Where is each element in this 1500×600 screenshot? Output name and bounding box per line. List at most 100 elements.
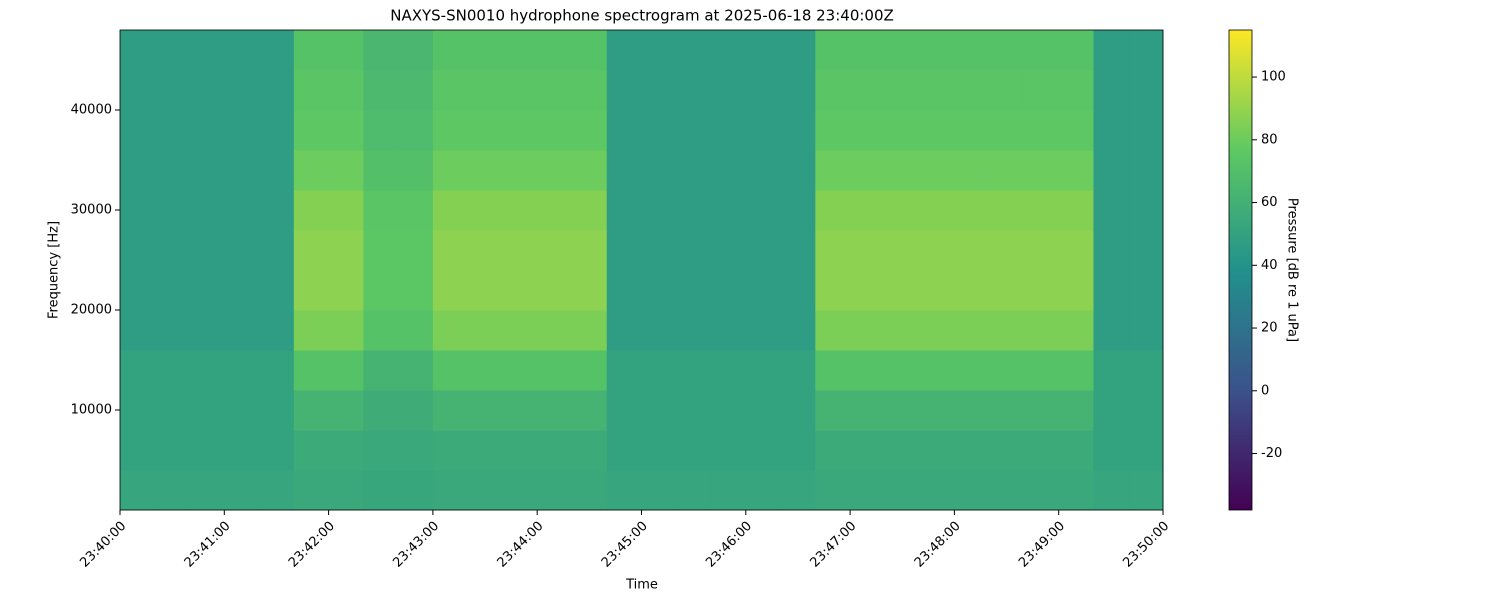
cell — [328, 310, 364, 351]
cell — [1023, 270, 1060, 311]
cell — [641, 270, 677, 311]
cell — [641, 350, 677, 391]
cell — [259, 70, 295, 111]
cell — [154, 150, 191, 191]
cell — [398, 270, 434, 311]
cell — [398, 110, 434, 151]
cell — [189, 150, 225, 191]
cell — [1093, 70, 1129, 111]
cell — [1023, 390, 1060, 431]
cell — [1128, 70, 1164, 111]
cell — [1023, 110, 1060, 151]
cell — [293, 230, 330, 271]
cell — [1128, 390, 1164, 431]
cell — [432, 30, 469, 71]
cell — [328, 230, 364, 271]
cell — [328, 270, 364, 311]
cell — [1128, 110, 1164, 151]
cell — [363, 270, 399, 311]
cell — [224, 270, 260, 311]
cell — [571, 270, 608, 311]
cell — [884, 150, 921, 191]
cell — [954, 270, 990, 311]
cell — [502, 150, 538, 191]
cell — [850, 310, 886, 351]
cell — [1093, 110, 1129, 151]
cell — [154, 470, 191, 511]
cell — [293, 270, 330, 311]
cell — [711, 390, 747, 431]
cell — [120, 390, 156, 431]
cell — [328, 70, 364, 111]
cell — [676, 150, 712, 191]
cell — [432, 230, 469, 271]
cell — [606, 390, 642, 431]
cell — [293, 110, 330, 151]
cell — [537, 310, 573, 351]
cell — [815, 30, 851, 71]
cell — [363, 150, 399, 191]
cell — [120, 190, 156, 231]
cell — [1093, 350, 1129, 391]
cell — [398, 350, 434, 391]
cell — [641, 310, 677, 351]
cell — [1093, 150, 1129, 191]
colorbar-tick-label: -20 — [1261, 446, 1282, 461]
cell — [919, 230, 955, 271]
cell — [954, 390, 990, 431]
cell — [467, 150, 503, 191]
cell — [1093, 470, 1129, 511]
cell — [954, 310, 990, 351]
cell — [641, 110, 677, 151]
cell — [884, 110, 921, 151]
cell — [641, 30, 677, 71]
cell — [293, 190, 330, 231]
cell — [363, 230, 399, 271]
cell — [780, 30, 816, 71]
colorbar-tick-label: 0 — [1261, 383, 1269, 398]
cell — [815, 190, 851, 231]
cell — [919, 390, 955, 431]
cell — [537, 110, 573, 151]
cell — [328, 30, 364, 71]
cell — [189, 470, 225, 511]
cell — [711, 350, 747, 391]
cell — [224, 190, 260, 231]
cell — [884, 30, 921, 71]
cell — [1058, 470, 1094, 511]
cell — [745, 470, 782, 511]
cell — [571, 310, 608, 351]
cell — [850, 70, 886, 111]
cell — [815, 270, 851, 311]
cell — [1023, 30, 1060, 71]
cell — [711, 230, 747, 271]
cell — [571, 150, 608, 191]
cell — [1058, 430, 1094, 471]
cell — [398, 190, 434, 231]
cell — [1128, 310, 1164, 351]
cell — [537, 270, 573, 311]
x-tick-label: 23:46:00 — [703, 519, 755, 571]
cell — [189, 310, 225, 351]
x-tick-label: 23:45:00 — [599, 519, 651, 571]
cell — [571, 70, 608, 111]
cell — [780, 230, 816, 271]
cell — [502, 350, 538, 391]
x-tick-label: 23:49:00 — [1016, 519, 1068, 571]
cell — [259, 430, 295, 471]
cell — [989, 230, 1025, 271]
cell — [259, 30, 295, 71]
cell — [1058, 150, 1094, 191]
cell — [363, 310, 399, 351]
cell — [641, 430, 677, 471]
cell — [432, 70, 469, 111]
cell — [884, 310, 921, 351]
cell — [745, 70, 782, 111]
cell — [154, 70, 191, 111]
cell — [954, 110, 990, 151]
cell — [1093, 190, 1129, 231]
cell — [502, 270, 538, 311]
cell — [606, 150, 642, 191]
cell — [780, 470, 816, 511]
cell — [1058, 30, 1094, 71]
